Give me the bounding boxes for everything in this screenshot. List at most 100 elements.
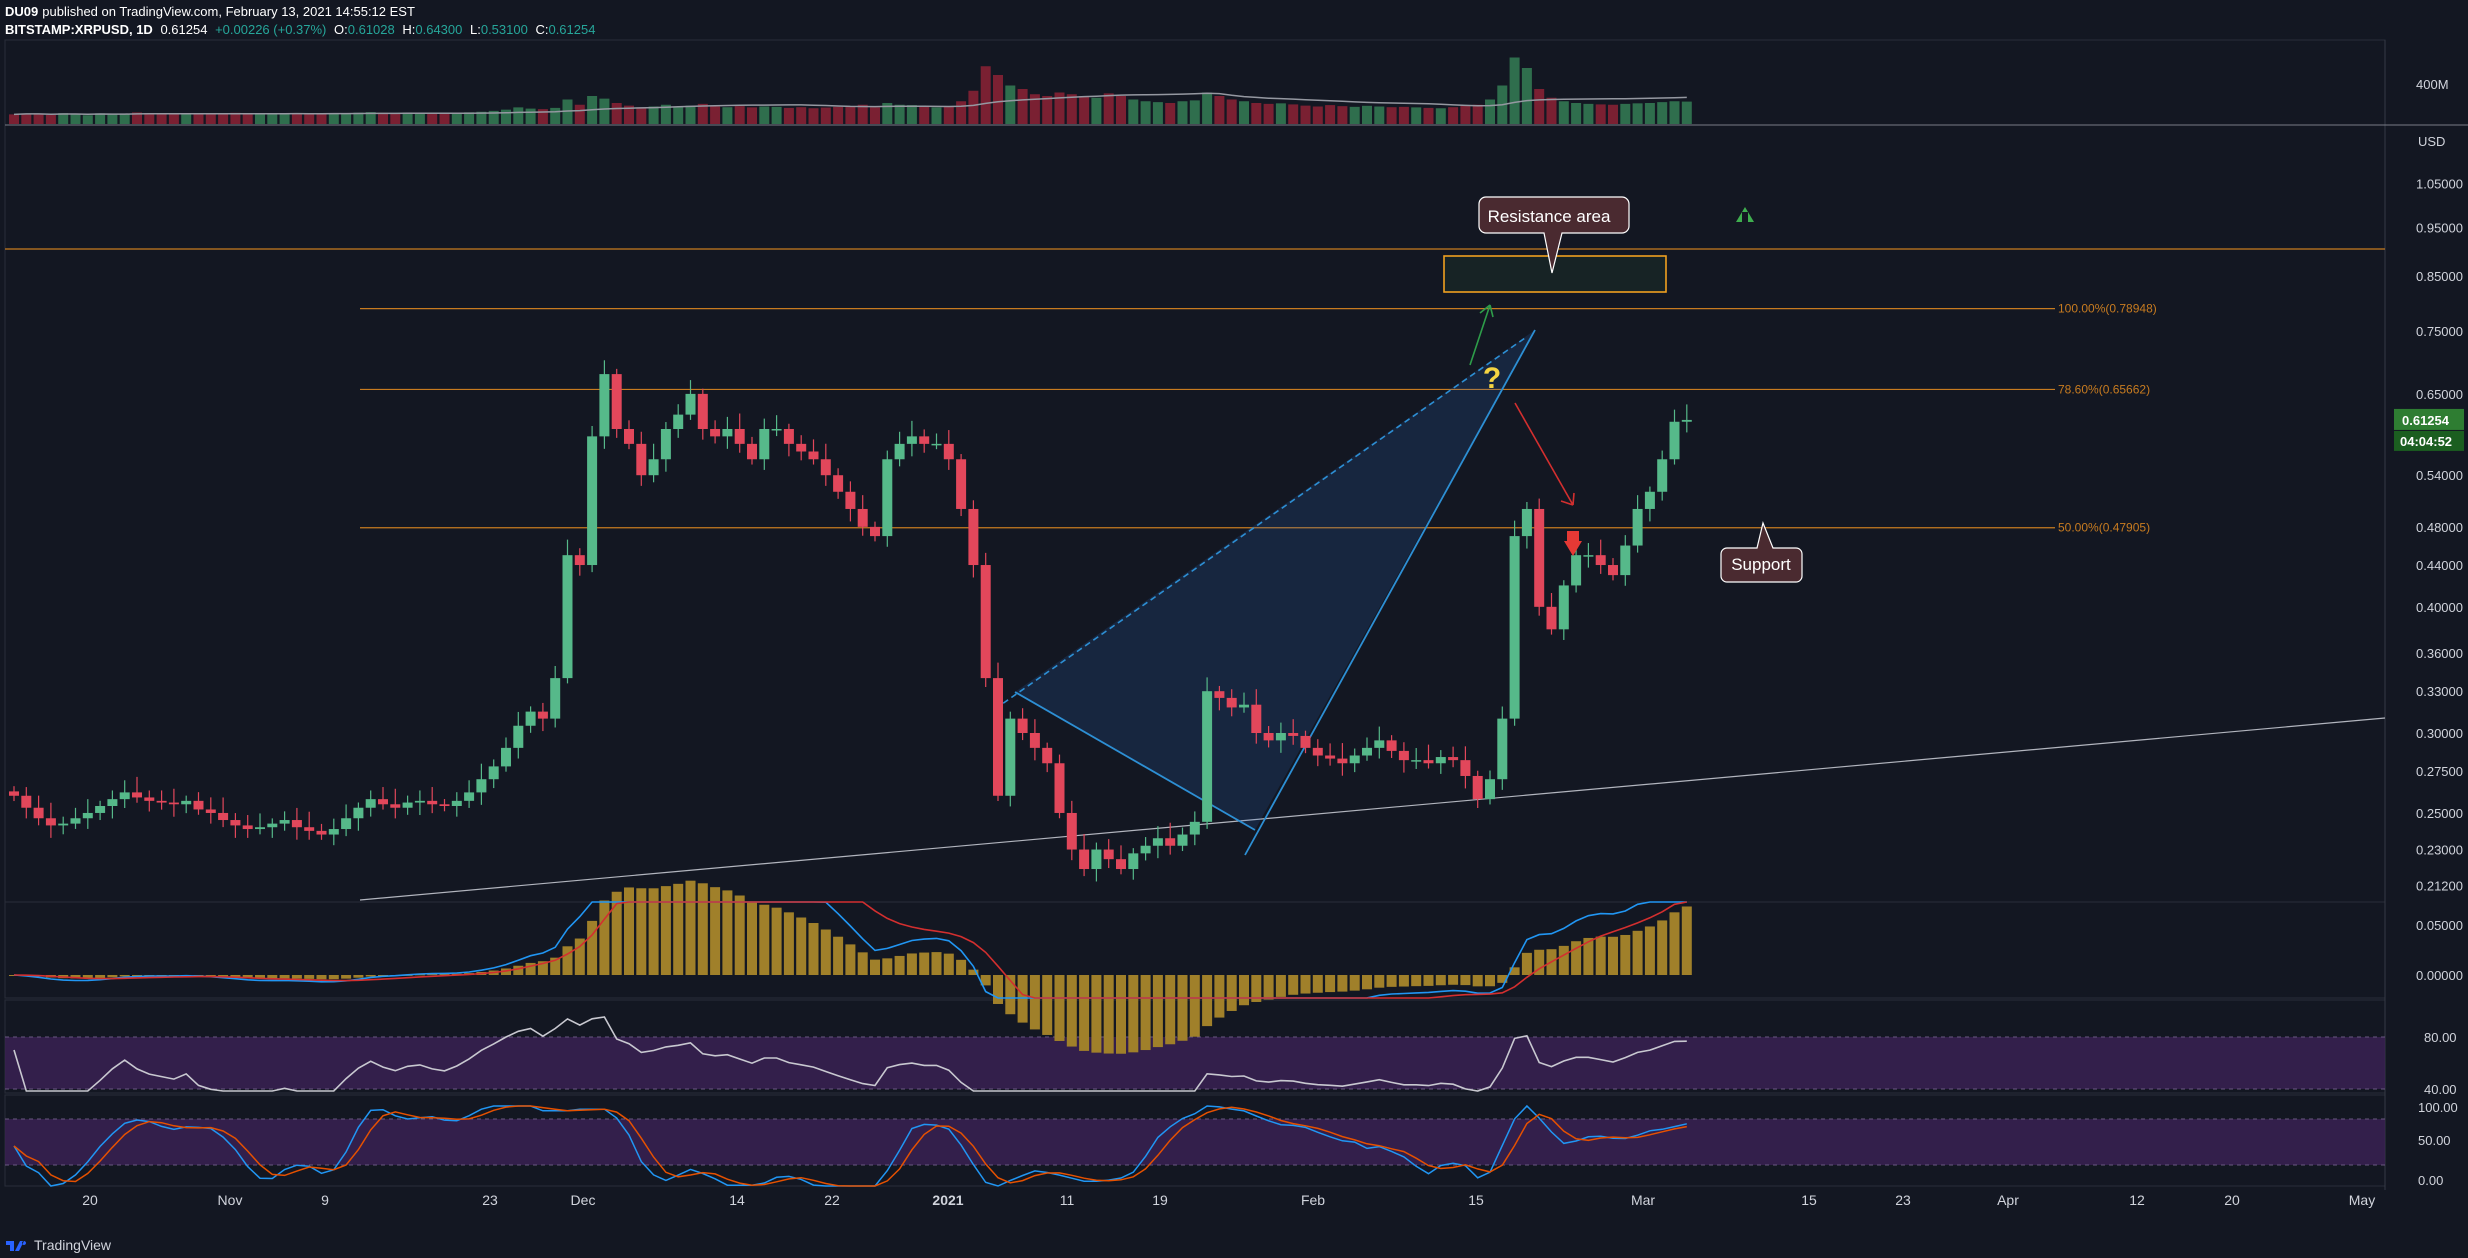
- price-tick-label: 0.36000: [2416, 646, 2463, 661]
- tradingview-logo[interactable]: TradingView: [6, 1237, 111, 1253]
- volume-bar: [648, 106, 659, 124]
- macd-histogram-bar: [95, 975, 106, 978]
- volume-bar: [156, 113, 167, 124]
- macd-histogram-bar: [242, 975, 253, 979]
- macd-histogram-bar: [1608, 936, 1618, 975]
- macd-histogram-bar: [1226, 975, 1237, 1011]
- macd-histogram-bar: [1005, 975, 1016, 1015]
- candle-body: [1165, 838, 1176, 846]
- volume-bar: [1140, 101, 1151, 124]
- candle-body: [783, 429, 794, 444]
- macd-histogram-bar: [993, 975, 1003, 1004]
- macd-histogram-bar: [328, 975, 339, 980]
- macd-histogram-bar: [673, 883, 684, 975]
- price-tick-label: 0.25000: [2416, 806, 2463, 821]
- macd-histogram-bar: [1054, 975, 1065, 1041]
- candle-body: [1263, 733, 1274, 741]
- date-tick-label: 20: [2224, 1192, 2240, 1208]
- close-value: 0.61254: [548, 22, 596, 37]
- candle-body: [230, 820, 241, 826]
- macd-histogram-bar: [1374, 975, 1385, 988]
- volume-bar: [1608, 104, 1618, 124]
- candle-body: [796, 443, 807, 452]
- open-label: O:: [334, 22, 348, 37]
- symbol-name[interactable]: BITSTAMP:XRPUSD, 1D: [5, 22, 153, 37]
- volume-bar: [58, 113, 69, 124]
- volume-bar: [365, 112, 376, 124]
- up-arrow-icon: [1736, 207, 1754, 222]
- price-tick-label: 0.30000: [2416, 726, 2463, 741]
- candle-body: [599, 374, 610, 437]
- candle-body: [193, 800, 204, 810]
- candle-body: [95, 806, 106, 813]
- candle-body: [1116, 859, 1126, 870]
- macd-histogram-bar: [218, 975, 229, 977]
- candle-body: [291, 820, 302, 828]
- volume-bar: [599, 98, 610, 124]
- macd-histogram-bar: [414, 974, 425, 976]
- volume-bar: [1571, 103, 1582, 124]
- stoch-tick-label: 100.00: [2418, 1100, 2458, 1115]
- macd-histogram-bar: [1189, 975, 1200, 1037]
- date-tick-label: 20: [82, 1192, 98, 1208]
- date-tick-label: Apr: [1997, 1192, 2019, 1208]
- volume-bar: [1103, 93, 1114, 124]
- candle-body: [1583, 555, 1594, 557]
- volume-bar: [1152, 102, 1163, 124]
- volume-bar: [168, 113, 179, 124]
- candle-body: [943, 443, 954, 460]
- volume-bar: [931, 107, 942, 124]
- volume-bar: [857, 104, 868, 124]
- macd-histogram-bar: [1091, 975, 1102, 1053]
- volume-bar: [464, 112, 475, 124]
- candle-body: [1632, 508, 1643, 546]
- volume-bar: [1029, 94, 1040, 124]
- stoch-band: [5, 1119, 2385, 1165]
- candle-body: [218, 812, 229, 821]
- candle-body: [722, 429, 733, 437]
- volume-bar: [1275, 103, 1286, 124]
- volume-bar: [1657, 102, 1668, 124]
- date-tick-label: 2021: [932, 1192, 963, 1208]
- macd-histogram-bar: [722, 890, 733, 975]
- bull-arrow-line: [1469, 304, 1491, 366]
- date-tick-label: May: [2349, 1192, 2375, 1208]
- author-name[interactable]: DU09: [5, 4, 39, 19]
- stoch-tick-label: 0.00: [2418, 1173, 2443, 1188]
- macd-histogram-bar: [1571, 941, 1582, 975]
- volume-bar: [70, 114, 81, 124]
- date-tick-label: 22: [824, 1192, 840, 1208]
- candle-body: [673, 414, 684, 430]
- volume-bar: [943, 106, 954, 124]
- volume-bar: [1017, 89, 1028, 124]
- candle-body: [697, 393, 708, 430]
- volume-bar: [45, 114, 56, 124]
- macd-histogram-bar: [1632, 930, 1643, 975]
- candle-body: [427, 800, 438, 805]
- candle-body: [759, 429, 770, 460]
- stoch-d-line: [13, 1105, 1687, 1187]
- down-arrow-icon: [1564, 531, 1582, 556]
- volume-bar: [427, 113, 438, 124]
- volume-bar: [1546, 97, 1557, 124]
- candle-body: [1337, 758, 1348, 764]
- candle-body: [1239, 704, 1249, 708]
- candle-body: [1189, 821, 1200, 835]
- candle-body: [1251, 704, 1262, 734]
- macd-histogram-bar: [1435, 975, 1446, 986]
- candle-body: [1657, 459, 1668, 492]
- volume-bar: [193, 113, 204, 124]
- candle-body: [488, 766, 499, 780]
- macd-histogram-bar: [205, 975, 216, 977]
- volume-bar: [267, 114, 278, 124]
- candle-body: [9, 791, 19, 796]
- candle-body: [648, 459, 659, 476]
- volume-bar: [1362, 105, 1372, 124]
- last-price-tag-text: 0.61254: [2402, 413, 2450, 428]
- support-callout: [1720, 521, 1803, 583]
- candle-body: [476, 779, 487, 793]
- volume-bar: [1681, 101, 1692, 124]
- volume-bar: [1189, 100, 1200, 124]
- volume-bar: [1325, 105, 1336, 124]
